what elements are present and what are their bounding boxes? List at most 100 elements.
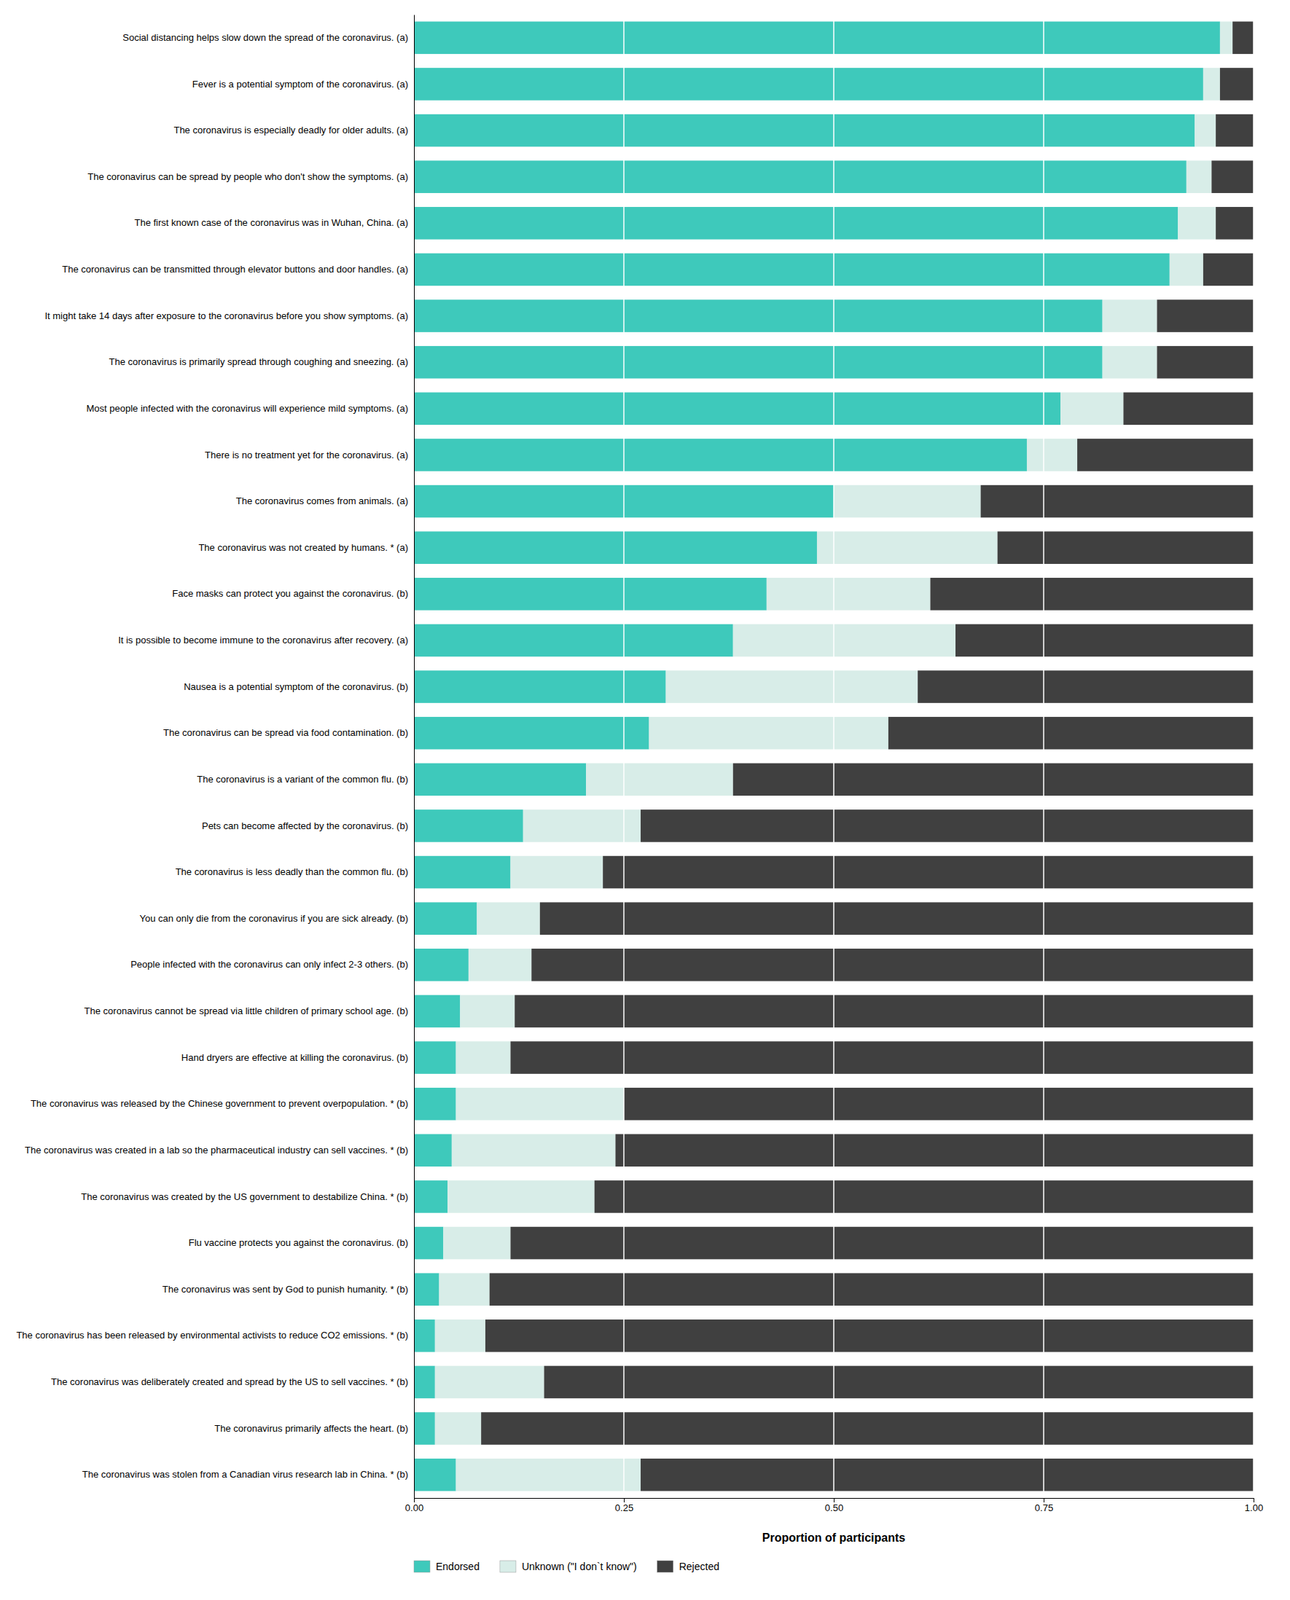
bar xyxy=(510,856,603,890)
bar xyxy=(413,21,1221,55)
bar xyxy=(833,485,981,519)
axis-title: Proportion of participants xyxy=(762,1531,906,1545)
category-label: There is no treatment yet for the corona… xyxy=(204,449,409,461)
category-label: The coronavirus has been released by env… xyxy=(16,1330,409,1342)
tick-mark xyxy=(413,1498,415,1503)
bar xyxy=(413,1459,457,1492)
tick: The coronavirus primarily affects the he… xyxy=(214,1423,414,1435)
legend-label: Rejected xyxy=(679,1561,720,1573)
bar xyxy=(413,1134,452,1168)
legend: Endorsed Unknown ("I don`t know") Rejected xyxy=(413,1561,720,1573)
bar xyxy=(413,1227,444,1261)
bar xyxy=(489,1273,1254,1307)
bar xyxy=(649,717,889,750)
legend-label: Unknown ("I don`t know") xyxy=(521,1561,637,1573)
bar xyxy=(413,995,460,1029)
axis-line xyxy=(414,1499,1255,1504)
bar xyxy=(435,1366,545,1400)
tick: The coronavirus was released by the Chin… xyxy=(30,1098,414,1110)
bar xyxy=(523,809,641,843)
legend-swatch xyxy=(413,1561,430,1573)
tick: The coronavirus comes from animals. (a) xyxy=(236,495,414,507)
tick: You can only die from the coronavirus if… xyxy=(139,913,414,925)
bar xyxy=(1169,253,1204,287)
bar xyxy=(510,1227,1254,1261)
category-label: Hand dryers are effective at killing the… xyxy=(181,1052,409,1064)
category-label: Most people infected with the coronaviru… xyxy=(86,403,409,414)
tick: Hand dryers are effective at killing the… xyxy=(181,1052,414,1064)
tick-mark xyxy=(623,1498,625,1503)
tick: Nausea is a potential symptom of the cor… xyxy=(183,681,414,693)
tick-label: 0.75 xyxy=(1034,1502,1054,1514)
tick: Flu vaccine protects you against the cor… xyxy=(188,1237,414,1249)
bar xyxy=(888,717,1254,750)
bar xyxy=(514,995,1254,1029)
tick: It is possible to become immune to the c… xyxy=(118,634,414,646)
legend-swatch xyxy=(499,1561,516,1573)
bar xyxy=(917,670,1254,704)
bar xyxy=(585,763,734,797)
bar xyxy=(766,577,931,611)
bar xyxy=(456,1088,624,1121)
bar-series xyxy=(413,21,1221,1492)
bar xyxy=(1102,299,1158,333)
tick-label: 0.00 xyxy=(405,1502,424,1514)
category-label: Fever is a potential symptom of the coro… xyxy=(192,78,409,90)
category-label: The coronavirus was deliberately created… xyxy=(51,1376,409,1388)
bar xyxy=(413,1319,436,1353)
category-label: The coronavirus is especially deadly for… xyxy=(173,124,409,136)
tick-label: 0.50 xyxy=(825,1502,844,1514)
grid-line xyxy=(1042,14,1045,1499)
tick-label: 1.00 xyxy=(1244,1502,1264,1514)
category-label: The coronavirus primarily affects the he… xyxy=(214,1423,409,1435)
category-label: The coronavirus is primarily spread thro… xyxy=(109,356,409,368)
tick: The coronavirus was deliberately created… xyxy=(51,1376,414,1388)
bar xyxy=(413,948,469,982)
tick: Fever is a potential symptom of the coro… xyxy=(192,78,414,90)
bar xyxy=(413,392,1061,426)
category-label: The coronavirus was sent by God to punis… xyxy=(162,1284,409,1296)
bar xyxy=(413,809,524,843)
tick: The coronavirus can be spread via food c… xyxy=(163,727,414,739)
bar xyxy=(459,995,515,1029)
tick: 0.00 xyxy=(405,1498,424,1514)
tick: The coronavirus was sent by God to punis… xyxy=(162,1284,414,1296)
category-label: Nausea is a potential symptom of the cor… xyxy=(183,681,409,693)
category-label: It is possible to become immune to the c… xyxy=(118,634,409,646)
category-label: Face masks can protect you against the c… xyxy=(172,588,409,600)
bar xyxy=(1186,160,1213,194)
bar xyxy=(1157,346,1254,379)
bar xyxy=(413,346,1103,379)
bar xyxy=(413,1366,436,1400)
bar xyxy=(456,1459,641,1492)
legend-label: Endorsed xyxy=(435,1561,480,1573)
bar xyxy=(1220,21,1233,55)
bar xyxy=(594,1180,1254,1214)
bar xyxy=(413,114,1195,148)
tick-mark xyxy=(833,1498,835,1503)
bar xyxy=(413,206,1178,240)
bar xyxy=(413,253,1170,287)
bar xyxy=(540,902,1254,936)
bar xyxy=(1211,160,1254,194)
bar xyxy=(413,438,1027,472)
tick-mark xyxy=(1253,1498,1255,1503)
grid-line xyxy=(623,14,625,1499)
category-label: Flu vaccine protects you against the cor… xyxy=(188,1237,409,1249)
bar xyxy=(997,531,1254,565)
grid-line xyxy=(833,14,835,1499)
bar xyxy=(413,856,511,890)
bar-series xyxy=(481,21,1254,1492)
chart-container: 0.000.250.500.751.00Social distancing he… xyxy=(0,0,1290,1600)
bar xyxy=(481,1412,1254,1446)
category-label: The coronavirus cannot be spread via lit… xyxy=(84,1005,409,1017)
bar xyxy=(666,670,919,704)
tick: The coronavirus was not created by human… xyxy=(198,542,414,554)
tick: Social distancing helps slow down the sp… xyxy=(122,32,414,43)
bar xyxy=(1215,206,1254,240)
bar xyxy=(413,670,667,704)
bar xyxy=(1215,114,1254,148)
tick: Face masks can protect you against the c… xyxy=(172,588,414,600)
bar xyxy=(413,717,650,750)
tick: The coronavirus is especially deadly for… xyxy=(173,124,414,136)
